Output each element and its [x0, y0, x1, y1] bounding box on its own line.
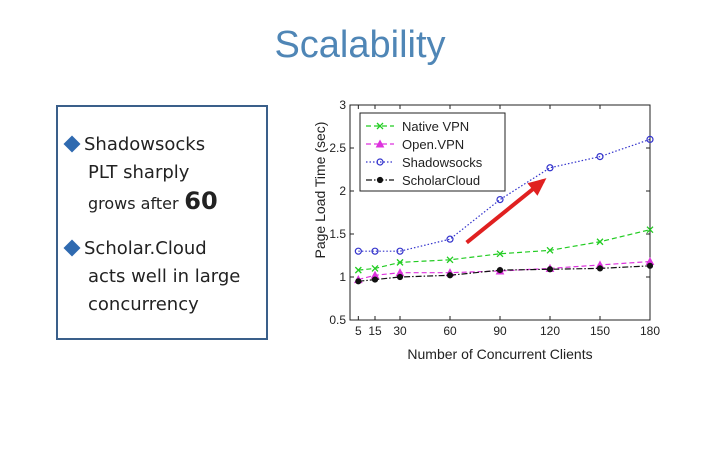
bullet-scholarcloud: Scholar.Cloud acts well in large concurr… — [63, 235, 241, 319]
data-point-shadowsocks — [496, 195, 504, 204]
data-point-native-vpn — [396, 258, 404, 266]
legend-marker-native-vpn — [376, 122, 384, 130]
bullet-highlight-number: 60 — [184, 187, 218, 215]
bullet-line: Shadowsocks — [84, 134, 206, 155]
legend-marker-open-vpn — [375, 139, 385, 148]
data-point-native-vpn — [546, 246, 554, 254]
data-point-shadowsocks — [371, 247, 379, 255]
x-tick-label: 15 — [368, 324, 382, 338]
data-point-native-vpn — [596, 238, 604, 246]
legend-label: ScholarCloud — [402, 173, 480, 188]
data-point-shadowsocks — [546, 164, 554, 172]
data-point-shadowsocks — [446, 235, 454, 243]
data-point-native-vpn — [496, 250, 504, 258]
bullet-line: acts well in large — [88, 266, 241, 287]
x-tick-label: 180 — [640, 324, 660, 338]
legend-marker-shadowsocks — [376, 158, 384, 166]
bullet-line: concurrency — [88, 294, 199, 315]
x-tick-label: 120 — [540, 324, 560, 338]
line-chart: Page Load Time (sec) Number of Concurren… — [312, 98, 660, 362]
y-axis-label: Page Load Time (sec) — [312, 122, 328, 259]
x-tick-label: 5 — [355, 324, 362, 338]
diamond-bullet-icon — [63, 135, 81, 153]
series-line-scholarcloud — [358, 265, 651, 282]
y-tick-label: 0.5 — [329, 313, 346, 327]
x-axis-label: Number of Concurrent Clients — [407, 346, 592, 362]
y-tick-label: 1.5 — [329, 227, 346, 241]
data-point-shadowsocks — [596, 152, 604, 161]
y-tick-label: 2.5 — [329, 141, 346, 155]
legend-label: Native VPN — [402, 119, 469, 134]
x-tick-label: 90 — [493, 324, 507, 338]
bullet-tail-text: grows after — [88, 194, 179, 213]
data-point-shadowsocks — [354, 247, 362, 255]
y-tick-label: 3 — [339, 98, 346, 112]
data-point-scholarcloud — [371, 276, 379, 283]
data-point-native-vpn — [646, 226, 654, 234]
series-line-native-vpn — [358, 229, 651, 271]
data-point-scholarcloud — [546, 266, 554, 273]
data-point-shadowsocks — [396, 247, 404, 255]
legend-marker-scholarcloud — [376, 176, 384, 184]
legend-label: Shadowsocks — [402, 155, 483, 170]
data-point-native-vpn — [371, 264, 379, 272]
data-point-shadowsocks — [646, 135, 654, 144]
diamond-bullet-icon — [63, 239, 81, 257]
annotation-arrow-head — [527, 178, 547, 196]
bullet-shadowsocks: Shadowsocks PLT sharply grows after 60 — [63, 131, 218, 218]
data-point-scholarcloud — [496, 267, 504, 274]
series-line-open-vpn — [358, 260, 651, 281]
annotation-arrow-shaft — [465, 179, 545, 245]
x-tick-label: 150 — [590, 324, 610, 338]
data-point-scholarcloud — [596, 265, 604, 272]
data-point-scholarcloud — [446, 272, 454, 279]
bullet-box: Shadowsocks PLT sharply grows after 60 S… — [56, 105, 268, 340]
bullet-line: PLT sharply — [88, 162, 190, 183]
y-tick-label: 1 — [339, 270, 346, 284]
data-point-native-vpn — [446, 256, 454, 264]
x-tick-label: 30 — [393, 324, 407, 338]
x-tick-label: 60 — [443, 324, 457, 338]
data-point-scholarcloud — [396, 273, 404, 281]
slide-title: Scalability — [274, 24, 446, 66]
bullet-line: Scholar.Cloud — [84, 238, 207, 259]
data-point-native-vpn — [354, 266, 362, 274]
data-point-scholarcloud — [355, 278, 362, 285]
data-point-scholarcloud — [646, 262, 654, 269]
y-tick-label: 2 — [339, 184, 346, 198]
legend-label: Open.VPN — [402, 137, 464, 152]
